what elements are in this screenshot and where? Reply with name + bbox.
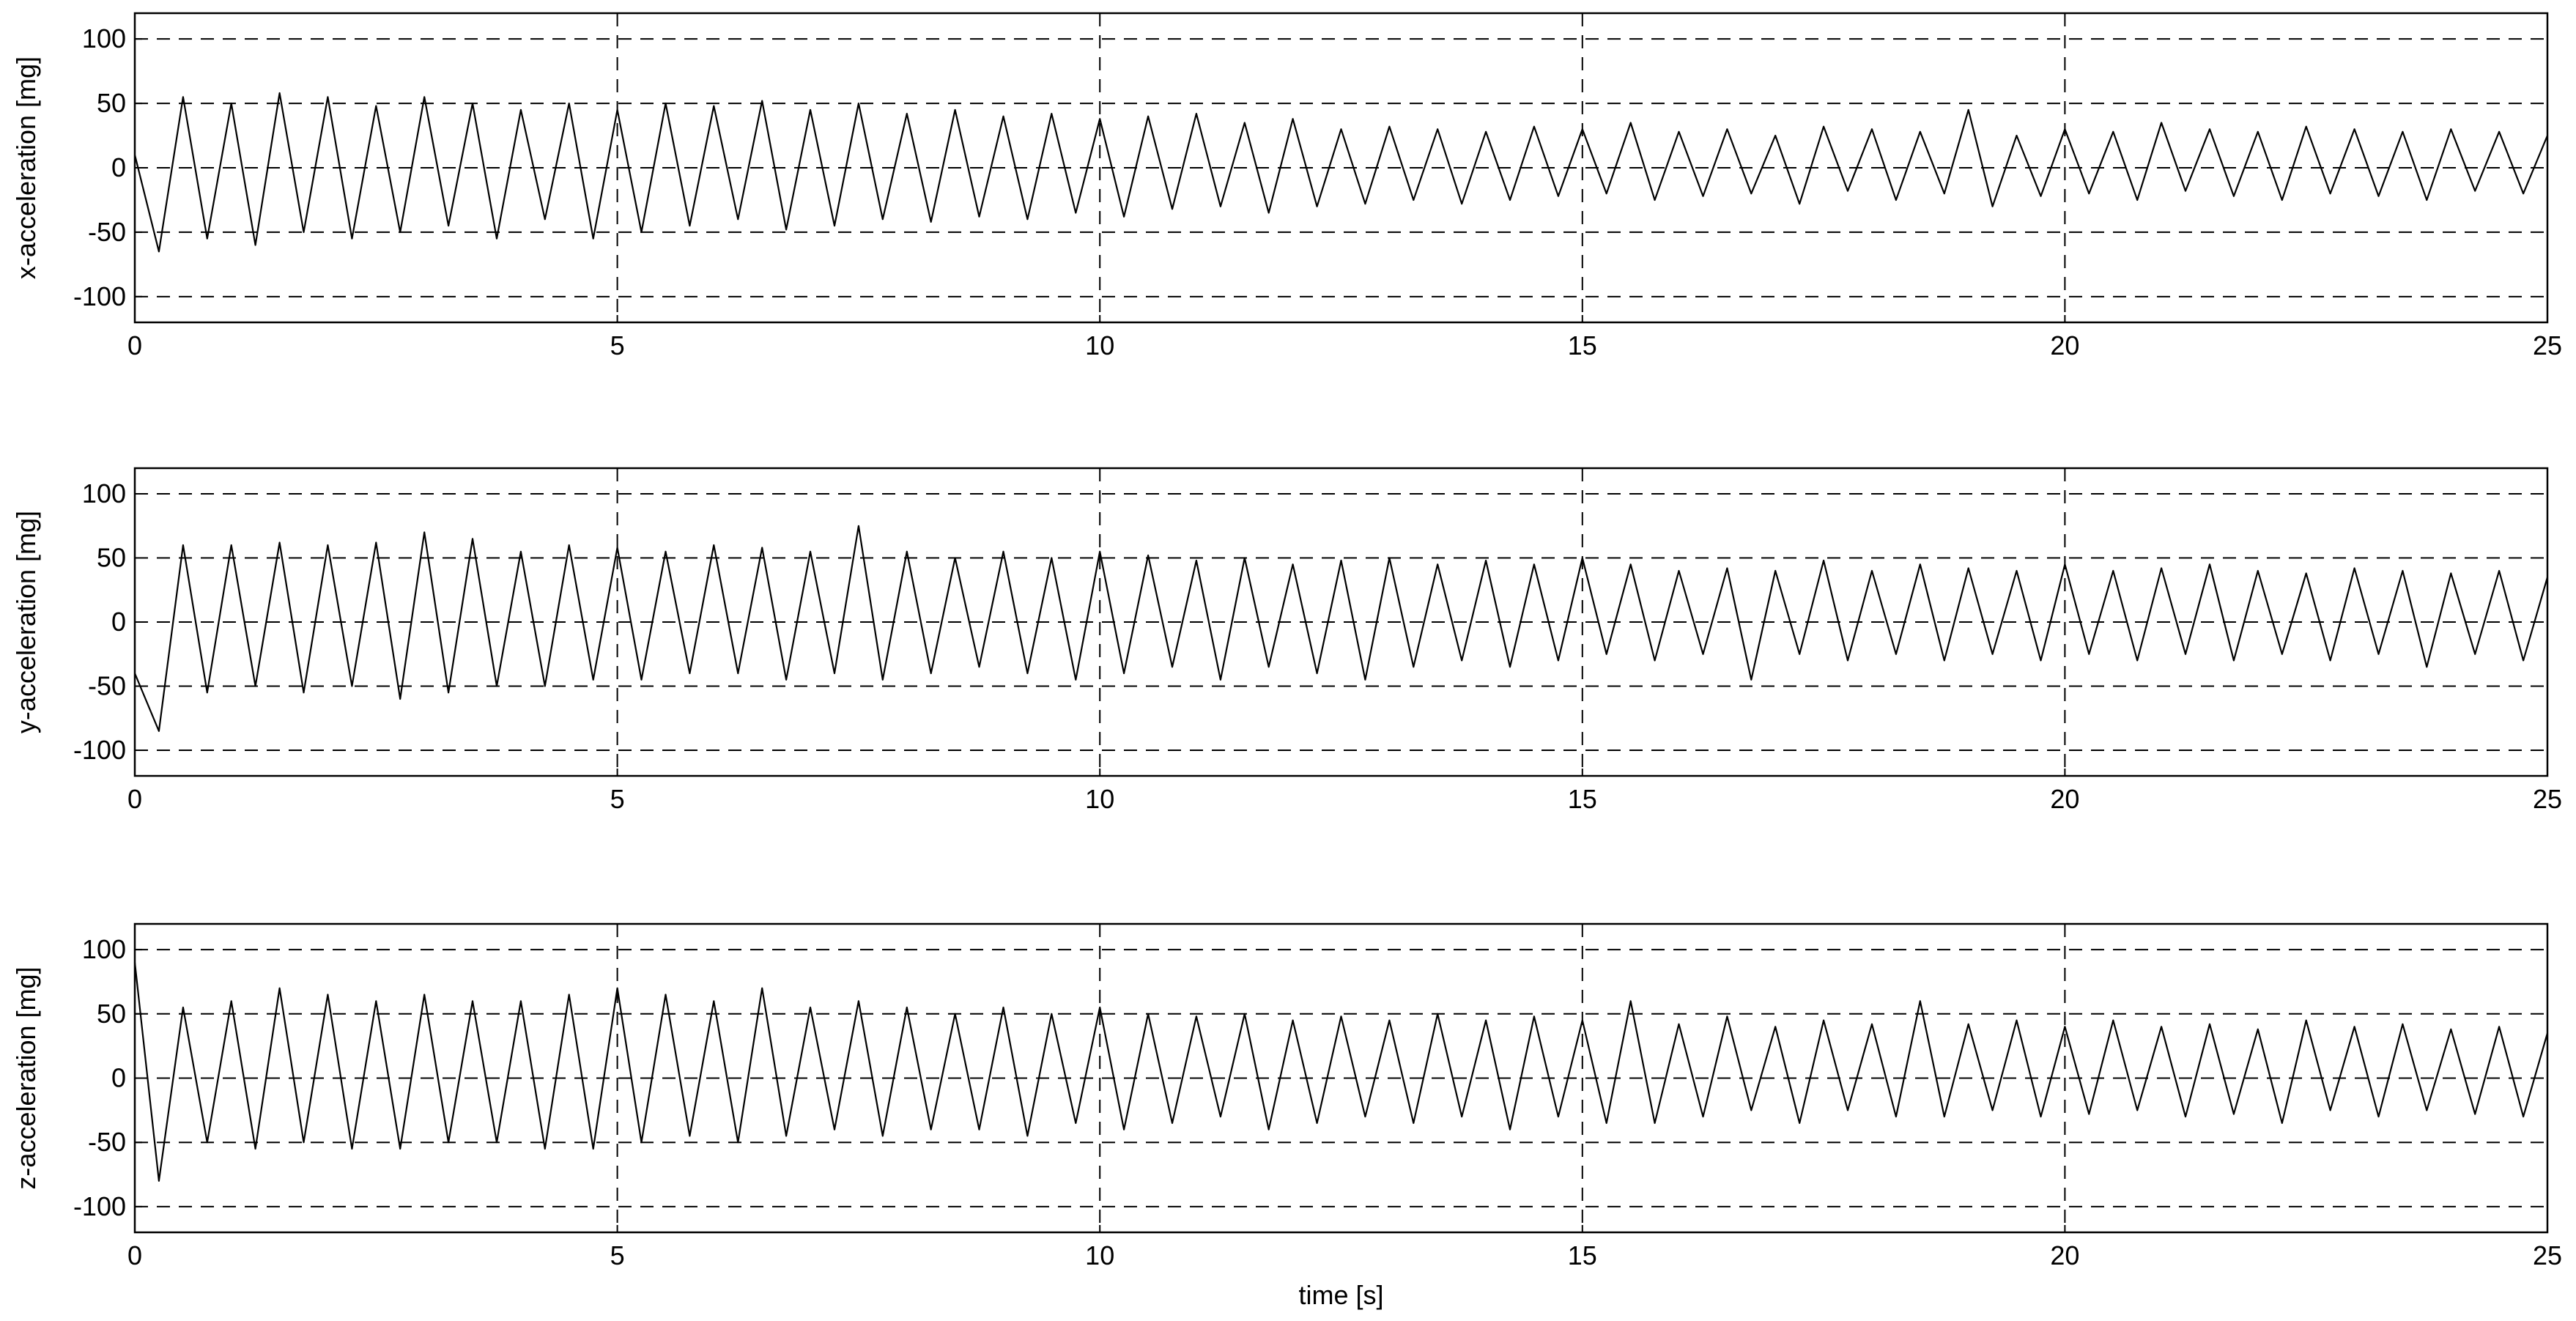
y-axis-label: z-acceleration [mg] [11, 966, 41, 1189]
y-tick-label: 100 [82, 934, 126, 964]
x-tick-label: 25 [2533, 1240, 2562, 1270]
signal-line [133, 525, 2549, 732]
x-tick-label: 5 [610, 1240, 625, 1270]
x-tick-label: 5 [610, 784, 625, 814]
y-tick-label: 0 [111, 1063, 126, 1093]
y-tick-label: 100 [82, 23, 126, 53]
plot-frame [133, 922, 2549, 1234]
x-tick-label: 0 [127, 784, 142, 814]
x-tick-label: 20 [2050, 330, 2079, 360]
y-tick-label: -50 [88, 671, 126, 701]
x-tick-label: 0 [127, 330, 142, 360]
y-tick-label: -100 [73, 281, 126, 311]
y-axis-label: x-acceleration [mg] [11, 56, 41, 279]
y-axis-label: y-acceleration [mg] [11, 511, 41, 733]
x-tick-label: 20 [2050, 1240, 2079, 1270]
x-tick-label: 10 [1085, 1240, 1114, 1270]
x-tick-label: 25 [2533, 330, 2562, 360]
x-tick-label: 10 [1085, 784, 1114, 814]
x-tick-label: 10 [1085, 330, 1114, 360]
x-tick-label: 15 [1568, 1240, 1597, 1270]
x-tick-label: 5 [610, 330, 625, 360]
x-tick-label: 20 [2050, 784, 2079, 814]
x-tick-label: 0 [127, 1240, 142, 1270]
x-tick-label: 25 [2533, 784, 2562, 814]
y-tick-label: 50 [97, 543, 126, 573]
y-tick-label: -100 [73, 735, 126, 765]
y-tick-label: 50 [97, 999, 126, 1029]
plot-frame [133, 467, 2549, 777]
signal-line [133, 92, 2549, 253]
y-tick-label: 0 [111, 152, 126, 182]
y-tick-label: -100 [73, 1191, 126, 1221]
signal-line [133, 962, 2549, 1182]
y-tick-label: -50 [88, 217, 126, 247]
y-tick-label: -50 [88, 1127, 126, 1157]
y-tick-label: 0 [111, 607, 126, 637]
y-tick-label: 100 [82, 478, 126, 508]
x-tick-label: 15 [1568, 784, 1597, 814]
plot-frame [133, 12, 2549, 324]
y-tick-label: 50 [97, 88, 126, 118]
x-axis-label: time [s] [1298, 1280, 1383, 1310]
x-tick-label: 15 [1568, 330, 1597, 360]
